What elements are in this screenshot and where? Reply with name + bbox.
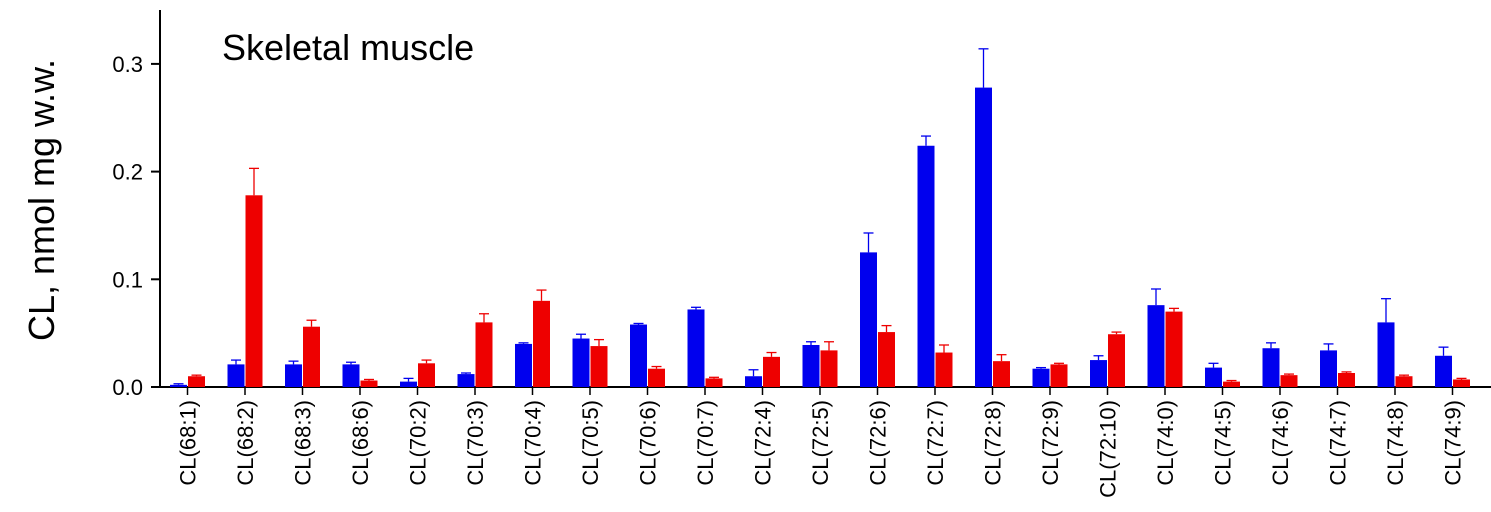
bar-blue — [227, 364, 245, 387]
bars — [170, 48, 1470, 388]
bar-blue — [1147, 305, 1165, 387]
bar-red — [188, 376, 205, 387]
bar-red — [1395, 376, 1413, 387]
y-tick-label: 0.0 — [112, 375, 143, 400]
x-tick-label: CL(72:10) — [1096, 400, 1121, 498]
x-tick-label: CL(70:6) — [636, 400, 661, 486]
x-tick-label: CL(74:6) — [1268, 400, 1293, 486]
x-tick-label: CL(72:4) — [751, 400, 776, 486]
x-tick-label: CL(72:5) — [808, 400, 833, 486]
x-tick-label: CL(74:7) — [1326, 400, 1351, 486]
bar-red — [1165, 311, 1183, 387]
bar-blue — [1032, 368, 1050, 387]
x-tick-label: CL(68:1) — [176, 400, 201, 486]
bar-red — [648, 368, 665, 387]
bar-blue — [170, 384, 187, 387]
bar-blue — [400, 381, 417, 387]
y-tick-label: 0.3 — [112, 52, 143, 77]
bar-blue — [1262, 348, 1280, 387]
x-tick-label: CL(68:6) — [348, 400, 373, 486]
bar-red — [820, 350, 838, 387]
bar-red — [1453, 379, 1470, 387]
bar-blue — [457, 374, 475, 387]
bar-red — [1338, 372, 1355, 387]
x-tick-label: CL(74:8) — [1383, 400, 1408, 486]
bar-blue — [1320, 350, 1337, 387]
x-tick-label: CL(72:6) — [866, 400, 891, 486]
bar-red — [418, 363, 435, 387]
bar-blue — [1377, 322, 1395, 387]
bar-blue — [630, 324, 647, 387]
bar-red — [878, 332, 895, 387]
bar-red — [1050, 364, 1068, 387]
bar-blue — [515, 343, 532, 387]
y-tick-label: 0.2 — [112, 160, 143, 185]
bar-red — [475, 322, 493, 387]
bar-red — [360, 380, 378, 387]
bar-blue — [1205, 367, 1222, 387]
bar-blue — [745, 376, 762, 387]
bar-blue — [285, 364, 302, 387]
bar-blue — [975, 87, 992, 388]
bar-blue — [342, 364, 360, 387]
y-axis-label: CL, nmol mg w.w. — [21, 59, 62, 341]
bar-blue — [1090, 360, 1107, 387]
bar-blue — [860, 252, 877, 387]
bar-red — [1280, 375, 1298, 387]
x-tick-label: CL(72:8) — [981, 400, 1006, 486]
x-tick-label: CL(74:0) — [1153, 400, 1178, 486]
x-tick-label: CL(70:7) — [693, 400, 718, 486]
y-tick-label: 0.1 — [112, 267, 143, 292]
bar-red — [303, 326, 320, 387]
bar-red — [763, 356, 780, 387]
x-tick-label: CL(70:4) — [521, 400, 546, 486]
bar-red — [1108, 334, 1125, 387]
x-tick-label: CL(68:2) — [233, 400, 258, 486]
bar-red — [590, 346, 608, 387]
x-tick-label: CL(74:5) — [1211, 400, 1236, 486]
x-tick-label: CL(70:5) — [578, 400, 603, 486]
bar-blue — [687, 309, 705, 387]
bar-blue — [1435, 355, 1452, 387]
x-tick-labels: CL(68:1) CL(68:2) CL(68:3) CL(68:6) CL(70:2)… — [176, 387, 1466, 498]
x-tick-label: CL(72:7) — [923, 400, 948, 486]
y-ticks: 0.0 0.1 0.2 0.3 — [112, 52, 160, 400]
chart-title: Skeletal muscle — [222, 27, 474, 68]
bar-red — [993, 361, 1010, 387]
x-tick-label: CL(72:9) — [1038, 400, 1063, 486]
bar-red — [1223, 381, 1240, 387]
bar-blue — [802, 344, 820, 387]
bar-red — [705, 378, 723, 387]
x-tick-label: CL(74:9) — [1441, 400, 1466, 486]
bar-blue — [572, 338, 590, 387]
bar-red — [245, 195, 263, 387]
x-tick-label: CL(68:3) — [291, 400, 316, 486]
x-tick-label: CL(70:2) — [406, 400, 431, 486]
x-tick-label: CL(70:3) — [463, 400, 488, 486]
bar-red — [935, 352, 953, 387]
bar-blue — [917, 145, 935, 387]
bar-red — [533, 300, 550, 387]
